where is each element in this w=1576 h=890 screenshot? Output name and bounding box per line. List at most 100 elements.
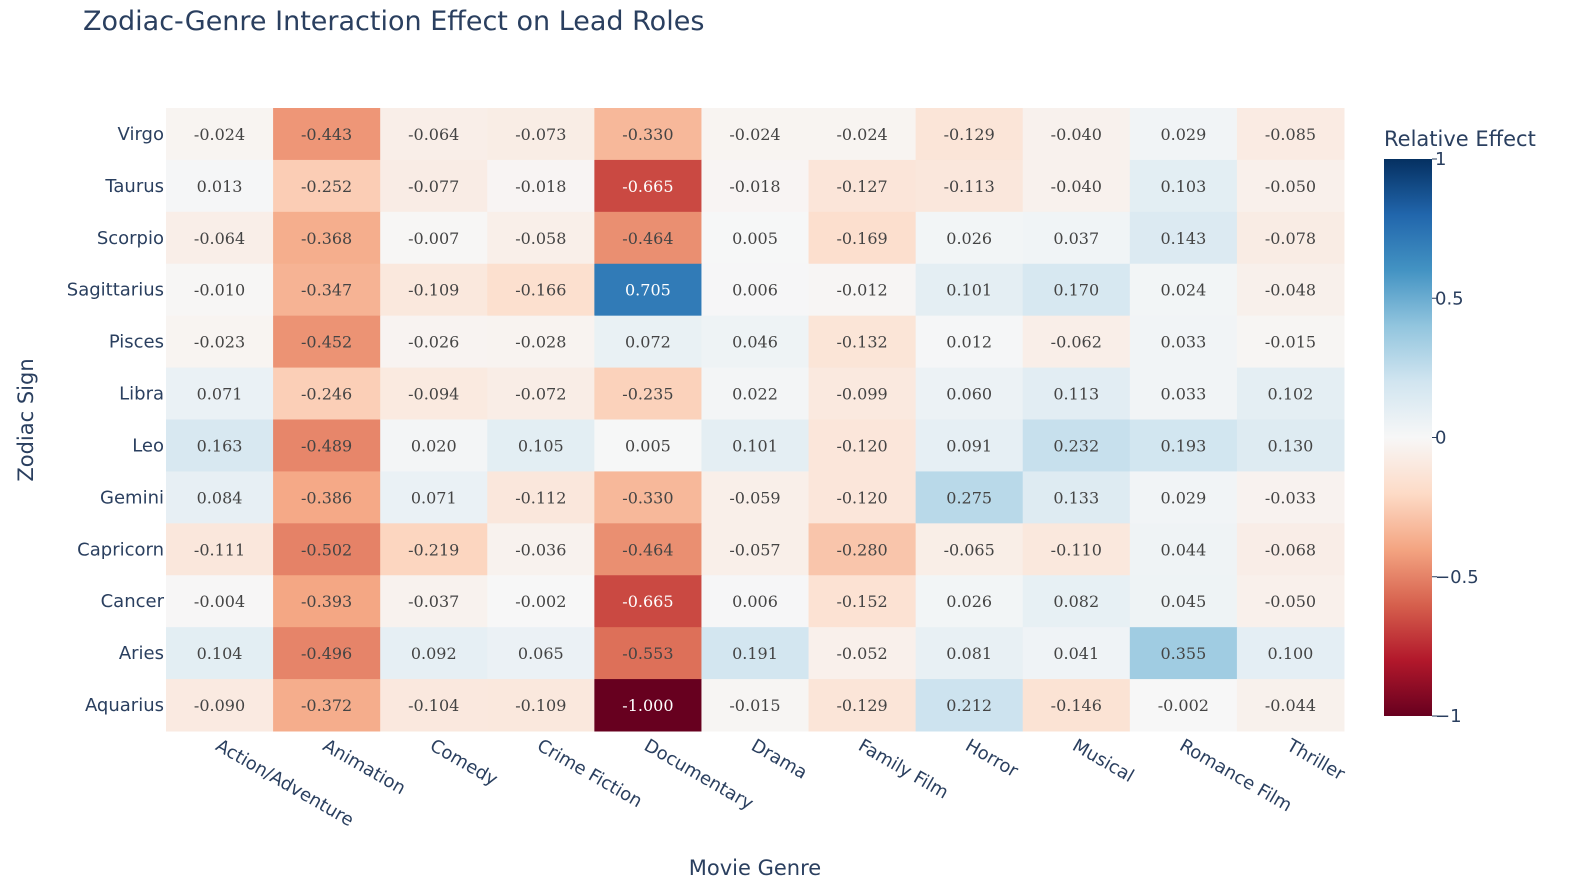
heatmap-cell — [487, 159, 595, 213]
heatmap-cell — [380, 471, 488, 524]
heatmap-cell-label: 0.012 — [946, 333, 992, 352]
heatmap-cell — [1022, 419, 1131, 472]
heatmap-cell — [1129, 419, 1238, 472]
x-tick-label: Thriller — [1282, 735, 1349, 786]
heatmap-cell-label: -0.129 — [836, 696, 887, 715]
heatmap-cell-label: -0.090 — [194, 696, 245, 715]
heatmap-cell — [915, 523, 1024, 576]
heatmap-cell — [1236, 523, 1345, 576]
heatmap-cell — [701, 575, 810, 628]
heatmap-cell — [1236, 679, 1345, 732]
heatmap-cell-label: 0.082 — [1053, 592, 1099, 611]
heatmap-cell-label: 0.705 — [625, 281, 671, 300]
heatmap-cell — [1022, 367, 1131, 420]
heatmap-cell-label: -0.072 — [515, 385, 566, 404]
heatmap-cell-label: 0.037 — [1053, 229, 1099, 248]
heatmap-cell-label: 0.191 — [732, 644, 778, 663]
heatmap-cell — [166, 367, 274, 420]
heatmap-cell — [273, 108, 381, 161]
y-tick-label: Sagittarius — [67, 280, 164, 301]
heatmap-cell-label: -0.040 — [1051, 177, 1102, 196]
heatmap-cell — [273, 211, 381, 265]
heatmap-cell — [1022, 263, 1131, 317]
heatmap-cell — [166, 575, 274, 628]
heatmap-cell-label: -0.012 — [836, 281, 887, 300]
heatmap-cell — [808, 367, 917, 420]
heatmap-cell — [701, 263, 810, 317]
heatmap-cell-label: 0.081 — [946, 644, 992, 663]
heatmap-cell-label: -0.120 — [836, 436, 887, 455]
heatmap-cell — [594, 315, 702, 369]
heatmap-cell-label: -0.033 — [1265, 488, 1316, 507]
heatmap-cell — [273, 159, 381, 213]
colorbar-tick-label: 0.5 — [1435, 288, 1464, 309]
heatmap-cell-label: 0.020 — [411, 436, 457, 455]
heatmap-cell-label: -0.112 — [515, 488, 566, 507]
heatmap-cell-label: 0.170 — [1053, 281, 1099, 300]
x-tick-label: Romance Film — [1176, 735, 1296, 816]
heatmap-cell-label: 0.130 — [1268, 436, 1314, 455]
heatmap-cell — [808, 211, 917, 265]
heatmap-cell — [594, 471, 702, 524]
heatmap-cell — [273, 523, 381, 576]
heatmap-cell — [1129, 159, 1238, 213]
colorbar-title: Relative Effect — [1384, 127, 1536, 151]
heatmap-cell — [487, 523, 595, 576]
heatmap-cell — [487, 315, 595, 369]
heatmap-cell — [1236, 159, 1345, 213]
y-tick-label: Leo — [132, 435, 164, 456]
y-tick-label: Aries — [119, 643, 164, 664]
heatmap-cell-label: -0.347 — [301, 281, 352, 300]
heatmap-cell — [166, 627, 274, 680]
heatmap-cell-label: -0.058 — [515, 229, 566, 248]
heatmap-cell — [701, 367, 810, 420]
heatmap-cell — [1236, 471, 1345, 524]
x-tick-label: Crime Fiction — [533, 735, 645, 812]
heatmap-cell-label: -0.109 — [515, 696, 566, 715]
heatmap-cells — [166, 108, 1345, 732]
heatmap-cell-label: -0.073 — [515, 125, 566, 144]
heatmap-cell — [808, 419, 917, 472]
heatmap-cell-label: -0.040 — [1051, 125, 1102, 144]
heatmap-cell — [166, 211, 274, 265]
heatmap-cell-label: 0.100 — [1268, 644, 1314, 663]
heatmap-cell-label: 0.091 — [946, 436, 992, 455]
heatmap-cell-label: -0.219 — [408, 540, 459, 559]
heatmap-cell-label: -0.028 — [515, 333, 566, 352]
heatmap-cell — [1129, 471, 1238, 524]
heatmap-cell-label: -0.099 — [836, 385, 887, 404]
heatmap-cell-label: -0.496 — [301, 644, 352, 663]
heatmap-cell-label: -0.393 — [301, 592, 352, 611]
heatmap-cell — [380, 419, 488, 472]
heatmap-cell-label: -0.062 — [1051, 333, 1102, 352]
heatmap-cell-label: -0.129 — [944, 125, 995, 144]
heatmap-cell-label: -0.113 — [944, 177, 995, 196]
heatmap-cell-label: -0.050 — [1265, 592, 1316, 611]
heatmap-cell — [915, 263, 1024, 317]
heatmap-cell-label: 0.024 — [1160, 281, 1206, 300]
heatmap-cell — [1129, 575, 1238, 628]
heatmap-cell — [915, 679, 1024, 732]
heatmap-cell-label: 0.084 — [197, 488, 243, 507]
heatmap-cell — [380, 367, 488, 420]
y-tick-label: Cancer — [101, 591, 165, 612]
heatmap-cell — [166, 159, 274, 213]
heatmap-cell — [166, 471, 274, 524]
heatmap-cell — [1129, 108, 1238, 161]
heatmap-cell — [915, 108, 1024, 161]
heatmap-cell-label: -0.015 — [1265, 333, 1316, 352]
heatmap-cell-label: -0.026 — [408, 333, 459, 352]
heatmap-cell-label: -0.078 — [1265, 229, 1316, 248]
heatmap-cell — [1129, 627, 1238, 680]
heatmap-cell-label: -0.002 — [1158, 696, 1209, 715]
heatmap-cell-label: 0.072 — [625, 333, 671, 352]
heatmap-cell — [915, 159, 1024, 213]
heatmap-cell — [273, 679, 381, 732]
heatmap-cell — [701, 679, 810, 732]
heatmap-cell — [701, 211, 810, 265]
heatmap-cell — [1022, 211, 1131, 265]
heatmap-cell — [380, 679, 488, 732]
heatmap-cell — [1129, 679, 1238, 732]
y-tick-label: Virgo — [118, 124, 164, 145]
heatmap-cell-label: -0.057 — [729, 540, 780, 559]
